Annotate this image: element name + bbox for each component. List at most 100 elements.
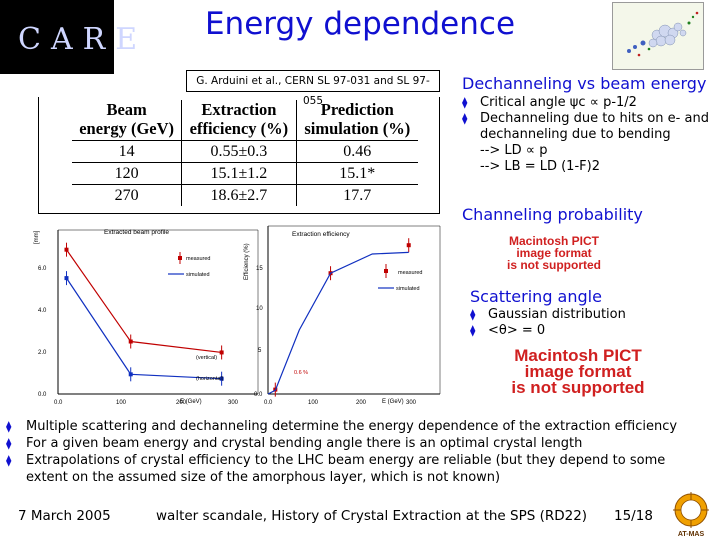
plot-title: Extraction efficiency bbox=[292, 231, 350, 238]
series-line bbox=[65, 277, 222, 380]
cell-efficiency: 18.6±2.7 bbox=[181, 184, 297, 206]
tick-label: 2.0 bbox=[38, 350, 47, 356]
plot-title: Extracted beam profile bbox=[104, 229, 169, 236]
tick-label: 300 bbox=[228, 400, 239, 406]
table-row: 14 0.55±0.3 0.46 bbox=[72, 140, 418, 163]
crystal-thumbnail-image bbox=[612, 2, 704, 70]
table-row: 120 15.1±1.2 15.1* bbox=[72, 162, 418, 185]
diamond-bullet-icon: ⧫ bbox=[6, 437, 12, 450]
channeling-probability-heading: Channeling probability bbox=[462, 205, 643, 224]
diamond-bullet-icon: ⧫ bbox=[6, 420, 12, 433]
page-number: 15/18 bbox=[614, 508, 653, 524]
cell-energy: 14 bbox=[72, 140, 183, 163]
tick-label: 15 bbox=[256, 266, 263, 272]
legend-measured-marker bbox=[178, 256, 182, 260]
tick-label: 100 bbox=[308, 400, 319, 406]
efficiency-series bbox=[267, 238, 411, 397]
table-header-row: Beam energy (GeV) Extraction efficiency (%… bbox=[72, 100, 418, 141]
at-mas-logo: AT-MAS bbox=[664, 488, 718, 538]
tick-label: 200 bbox=[176, 400, 187, 406]
tick-label: 6.0 bbox=[38, 266, 47, 272]
cell-efficiency: 15.1±1.2 bbox=[181, 162, 297, 185]
header-prediction-simulation: Prediction simulation (%) bbox=[296, 100, 418, 141]
tick-label: 200 bbox=[356, 400, 367, 406]
bullet-text: Critical angle ψc ∝ p-1/2 bbox=[480, 95, 637, 110]
pict-placeholder-image: Macintosh PICT image format is not suppo… bbox=[474, 235, 634, 271]
data-point bbox=[128, 339, 133, 344]
pict-text: image format bbox=[524, 362, 632, 381]
cell-prediction: 0.46 bbox=[296, 140, 418, 163]
care-logo bbox=[0, 0, 114, 74]
pict-text: is not supported bbox=[511, 378, 645, 397]
summary-bullet-continued: extent on the assumed size of the amorph… bbox=[26, 470, 501, 485]
summary-bullet: ⧫ For a given beam energy and crystal be… bbox=[6, 435, 714, 452]
bullet-text: Dechanneling due to hits on e- and decha… bbox=[480, 111, 709, 142]
summary-text: For a given beam energy and crystal bend… bbox=[26, 436, 583, 451]
care-logo-text: CARE bbox=[18, 22, 148, 57]
tick-label: 0.0 bbox=[38, 392, 47, 398]
cell-energy: 120 bbox=[72, 162, 183, 185]
summary-bullet: ⧫ Multiple scattering and dechanneling d… bbox=[6, 418, 714, 435]
pict-text: Macintosh PICT bbox=[508, 234, 599, 248]
annotation-percent: 0.6 % bbox=[294, 370, 308, 376]
dechanneling-bullets: ⧫ Critical angle ψc ∝ p-1/2 ⧫ Dechanneli… bbox=[462, 95, 714, 175]
legend-measured: measured bbox=[186, 256, 210, 262]
tick-label: 0.0 bbox=[264, 400, 273, 406]
summary-text: Multiple scattering and dechanneling det… bbox=[26, 419, 678, 434]
formula-ld: --> LD ∝ p bbox=[480, 143, 548, 158]
data-point bbox=[219, 350, 224, 355]
axis-label-y: Efficiency (%) bbox=[244, 243, 250, 280]
cell-energy: 270 bbox=[72, 184, 183, 206]
footer-date: 7 March 2005 bbox=[18, 508, 111, 524]
summary-bullet: ⧫ Extrapolations of crystal efficiency t… bbox=[6, 452, 714, 469]
bullet-dechanneling: ⧫ Dechanneling due to hits on e- and dec… bbox=[462, 111, 714, 143]
diamond-bullet-icon: ⧫ bbox=[470, 308, 476, 321]
tick-label: 0.0 bbox=[54, 400, 63, 406]
series-line bbox=[65, 249, 222, 354]
scattering-bullets: ⧫ Gaussian distribution ⧫ <θ> = 0 bbox=[470, 307, 710, 339]
diamond-bullet-icon: ⧫ bbox=[470, 324, 476, 337]
label-horizontal: (horizontal) bbox=[196, 376, 224, 382]
data-point bbox=[128, 372, 133, 377]
summary-text: Extrapolations of crystal efficiency to … bbox=[26, 453, 666, 468]
bullet-text: Gaussian distribution bbox=[488, 307, 626, 322]
legend-measured-marker bbox=[384, 269, 388, 273]
data-point bbox=[406, 243, 411, 248]
header-extraction-efficiency: Extraction efficiency (%) bbox=[181, 100, 297, 141]
legend-simulated: simulated bbox=[186, 272, 210, 278]
tick-label: 0.0 bbox=[254, 392, 263, 398]
axis-label-y: [mm] bbox=[34, 230, 40, 244]
dechanneling-heading: Dechanneling vs beam energy bbox=[462, 74, 707, 93]
table-row: 270 18.6±2.7 17.7 bbox=[72, 184, 418, 206]
extraction-efficiency-plot: Extraction efficiency Efficiency (%) 15 … bbox=[244, 225, 441, 406]
table-frame bbox=[38, 97, 440, 214]
plots-figure: Extracted beam profile [mm] 6.0 4.0 2.0 … bbox=[34, 225, 441, 406]
pict-text: is not supported bbox=[507, 258, 601, 272]
label-vertical: (vertical) bbox=[196, 355, 217, 361]
tick-label: 10 bbox=[256, 306, 263, 312]
data-point bbox=[64, 276, 69, 281]
diamond-bullet-icon: ⧫ bbox=[462, 96, 468, 109]
energy-table: Beam energy (GeV) Extraction efficiency (%… bbox=[72, 100, 418, 206]
pict-placeholder-image: Macintosh PICT image format is not suppo… bbox=[458, 346, 698, 397]
data-point bbox=[219, 376, 224, 381]
legend-simulated: simulated bbox=[396, 286, 420, 292]
summary-bullets: ⧫ Multiple scattering and dechanneling d… bbox=[6, 418, 714, 486]
data-point bbox=[64, 247, 69, 252]
series-line bbox=[267, 251, 409, 395]
bullet-critical-angle: ⧫ Critical angle ψc ∝ p-1/2 bbox=[462, 95, 714, 111]
formula-lb: --> LB = LD (1-F)2 bbox=[480, 159, 600, 174]
cell-prediction: 17.7 bbox=[343, 186, 372, 204]
cell-prediction: 15.1* bbox=[296, 162, 418, 185]
tick-label: 4.0 bbox=[38, 308, 47, 314]
diamond-bullet-icon: ⧫ bbox=[462, 112, 468, 125]
beam-profile-series bbox=[64, 242, 224, 386]
pict-text: Macintosh PICT bbox=[514, 346, 642, 365]
at-mas-logo-text: AT-MAS bbox=[678, 531, 705, 538]
header-beam-energy: Beam energy (GeV) bbox=[72, 100, 183, 141]
citation-box: G. Arduini et al., CERN SL 97-031 and SL… bbox=[186, 70, 440, 107]
axis-label-x: E (GeV) bbox=[382, 399, 404, 405]
pict-text: image format bbox=[516, 246, 592, 260]
beam-profile-plot: Extracted beam profile [mm] 6.0 4.0 2.0 … bbox=[34, 229, 259, 406]
scattering-angle-heading: Scattering angle bbox=[470, 287, 602, 306]
